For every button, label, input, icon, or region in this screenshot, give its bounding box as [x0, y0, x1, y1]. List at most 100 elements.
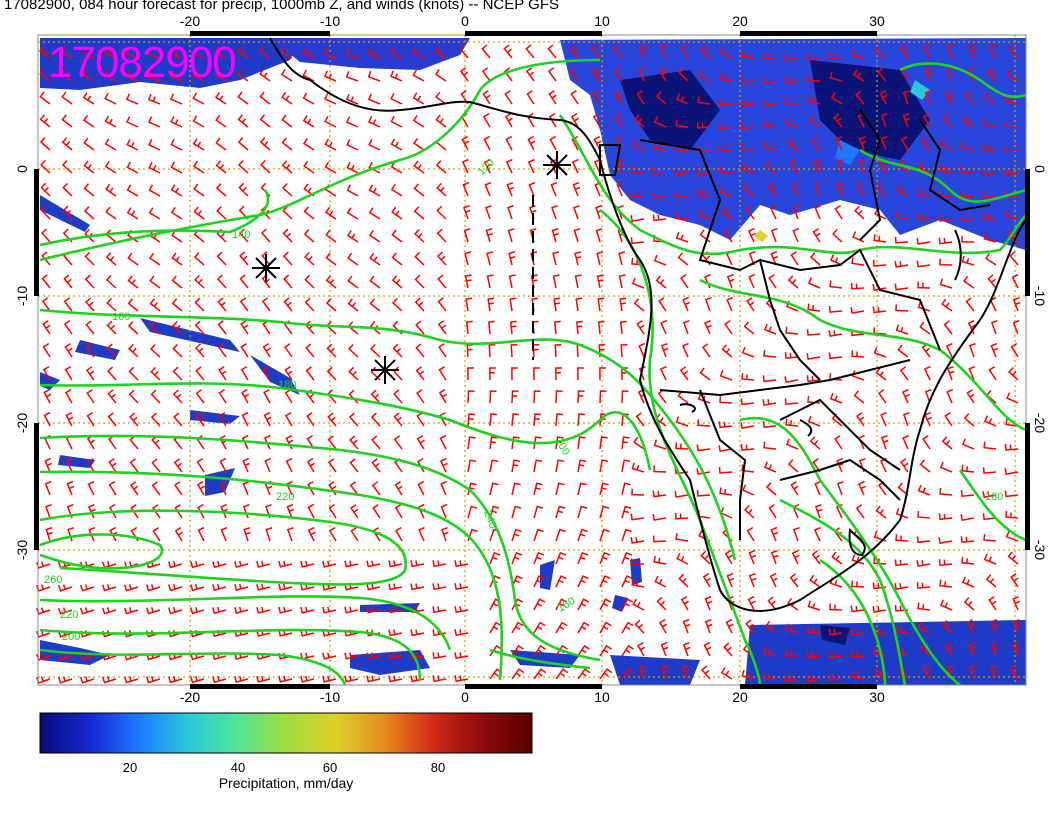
wind-barb	[571, 135, 579, 151]
wind-barb	[508, 251, 516, 266]
wind-barb	[674, 144, 689, 152]
wind-barb	[260, 159, 271, 174]
wind-barb	[194, 274, 205, 289]
wind-barb	[814, 204, 822, 220]
wind-barb	[126, 161, 139, 174]
wind-barb	[828, 306, 843, 313]
wind-barb	[658, 618, 668, 634]
wind-barb	[740, 99, 755, 107]
wind-barb	[511, 413, 520, 427]
wind-barb	[896, 184, 909, 197]
wind-barb	[533, 459, 543, 473]
wind-barb	[633, 114, 645, 128]
wind-barb	[577, 482, 587, 496]
wind-barb	[1006, 69, 1019, 82]
precip-patch	[58, 455, 95, 468]
wind-barb	[390, 161, 403, 174]
wind-barb	[574, 274, 582, 289]
wind-barb	[61, 91, 73, 105]
contour-line	[599, 208, 762, 686]
wind-barb	[806, 375, 821, 383]
wind-barb	[785, 326, 799, 335]
wind-barb	[983, 232, 997, 243]
wind-barb	[621, 459, 631, 473]
wind-barb	[924, 89, 932, 105]
wind-barb	[284, 343, 293, 358]
wind-barb	[489, 505, 500, 519]
wind-barb	[574, 251, 582, 266]
wind-barb	[619, 320, 627, 335]
wind-barb	[454, 606, 469, 614]
wind-barb	[129, 481, 139, 496]
wind-barb	[785, 418, 799, 427]
wind-barb	[241, 411, 249, 427]
wind-barb	[61, 137, 73, 151]
contour-line	[489, 648, 591, 670]
wind-barb	[632, 139, 645, 151]
wind-barb	[239, 251, 249, 266]
wind-barb	[762, 52, 777, 60]
lat-tick-right: -30	[1032, 540, 1048, 560]
precip-patch	[610, 655, 700, 685]
wind-barb	[874, 208, 887, 220]
wind-barb	[150, 344, 161, 358]
wind-barb	[349, 481, 359, 496]
wind-barb	[104, 161, 117, 174]
wind-barb	[575, 320, 583, 335]
wind-barb	[305, 366, 315, 381]
wind-barb	[677, 252, 689, 266]
wind-barb	[968, 342, 976, 358]
wind-barb	[284, 411, 293, 427]
wind-barb	[367, 48, 381, 59]
wind-barb	[149, 275, 161, 289]
wind-barb	[344, 652, 359, 660]
wind-barb	[553, 320, 561, 335]
wind-barb	[1005, 95, 1019, 105]
wind-barb	[366, 583, 381, 591]
wind-barb	[704, 618, 713, 634]
wind-barb	[42, 342, 51, 358]
wind-barb	[719, 369, 733, 381]
wind-barb	[569, 44, 579, 59]
wind-barb	[946, 66, 954, 82]
wind-barb	[830, 254, 843, 266]
wind-barb	[392, 343, 403, 358]
wind-barb	[748, 572, 757, 588]
wind-barb	[125, 70, 139, 82]
wind-barb	[148, 161, 161, 174]
wind-barb	[577, 644, 590, 657]
wind-barb	[489, 367, 496, 381]
wind-barb	[192, 92, 205, 105]
wind-barb	[1010, 573, 1019, 588]
lon-tick-bottom: -10	[320, 689, 340, 705]
wind-barb	[147, 48, 161, 59]
wind-barb	[941, 436, 953, 450]
wind-barb	[527, 158, 535, 174]
wind-barb	[126, 207, 139, 220]
precip-patch	[40, 38, 300, 90]
wind-barb	[127, 321, 139, 335]
wind-barb	[762, 399, 777, 406]
border-line	[699, 389, 747, 540]
wind-barb	[326, 343, 337, 358]
wind-barb	[831, 551, 843, 565]
wind-barb	[371, 435, 381, 450]
wind-barb	[533, 413, 542, 427]
wind-barb	[833, 113, 843, 128]
lat-tick-left: -30	[14, 540, 30, 560]
wind-barb	[895, 534, 909, 542]
wind-barb	[676, 552, 689, 565]
wind-barb	[555, 598, 568, 611]
wind-barb	[988, 596, 997, 611]
wind-barb	[616, 181, 624, 197]
wind-barb	[511, 390, 519, 404]
wind-barb	[483, 158, 492, 174]
wind-barb	[764, 461, 777, 473]
wind-barb	[875, 367, 887, 381]
wind-barb	[236, 45, 249, 59]
wind-barb	[923, 43, 931, 59]
wind-barb	[127, 275, 139, 289]
wind-barb	[149, 298, 161, 312]
wind-barb	[675, 212, 689, 220]
wind-barb	[682, 641, 691, 657]
